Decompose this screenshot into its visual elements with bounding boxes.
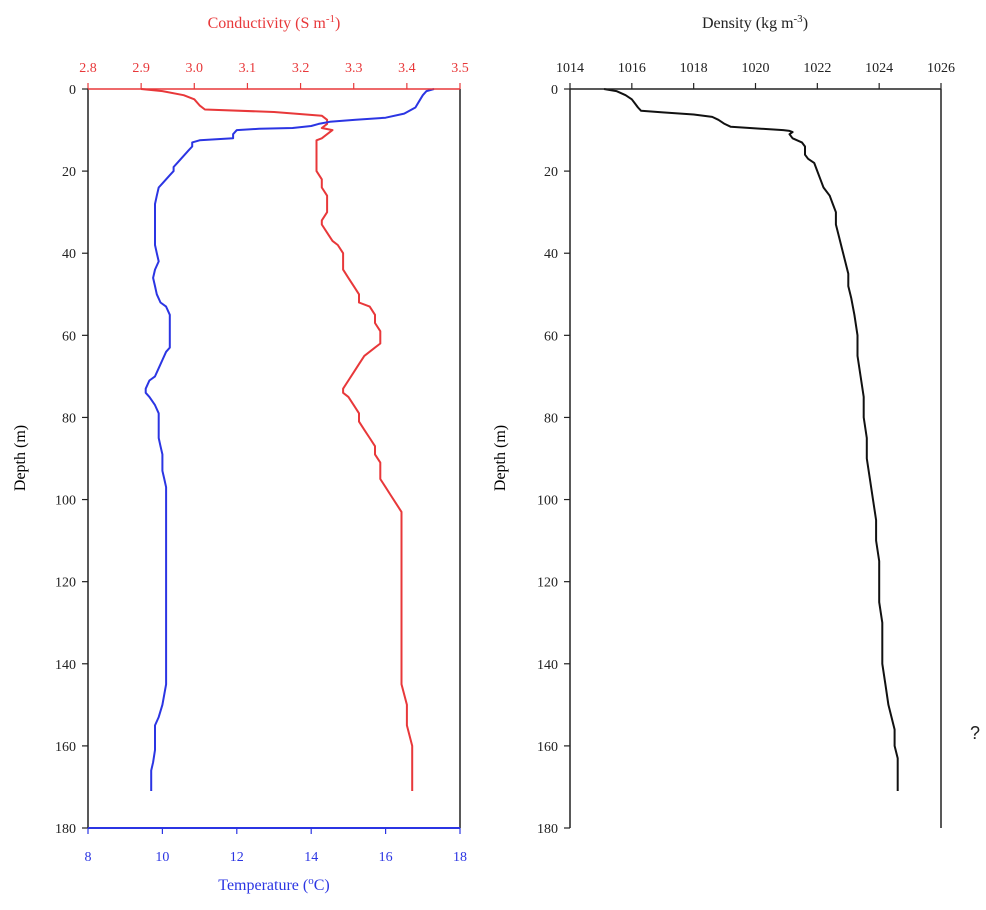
top-axis-tick-label: 1014 bbox=[556, 61, 584, 76]
depth-tick-label: 40 bbox=[544, 247, 558, 262]
stray-question-mark: ? bbox=[970, 723, 981, 743]
top-axis-tick-label: 1016 bbox=[618, 61, 646, 76]
depth-tick-label: 180 bbox=[537, 822, 558, 837]
right-depth-axis-title: Depth (m) bbox=[492, 425, 509, 491]
depth-tick-label: 0 bbox=[69, 83, 76, 98]
top-axis-tick-label: 1022 bbox=[803, 61, 831, 76]
depth-tick-label: 120 bbox=[537, 576, 558, 591]
density-profile-line bbox=[603, 88, 899, 791]
depth-tick-label: 160 bbox=[55, 740, 76, 755]
temperature-axis-ticks: 8 10 12 14 16 18 bbox=[85, 828, 467, 865]
depth-tick-label: 120 bbox=[55, 576, 76, 591]
top-axis-tick-label: 3.1 bbox=[239, 61, 257, 76]
left-depth-axis-ticks: 0 20 40 60 80 100 120 140 160 180 bbox=[55, 83, 88, 837]
depth-tick-label: 80 bbox=[544, 411, 558, 426]
top-axis-tick-label: 1026 bbox=[927, 61, 955, 76]
left-series-group bbox=[141, 88, 435, 791]
depth-tick-label: 140 bbox=[55, 658, 76, 673]
conductivity-profile-line bbox=[141, 88, 414, 791]
depth-tick-label: 80 bbox=[62, 411, 76, 426]
top-axis-tick-label: 3.5 bbox=[451, 61, 469, 76]
top-axis-tick-label: 1020 bbox=[742, 61, 770, 76]
left-depth-axis-title: Depth (m) bbox=[12, 425, 29, 491]
depth-tick-label: 60 bbox=[544, 329, 558, 344]
temperature-axis-title: Temperature (oC) bbox=[218, 875, 329, 894]
bottom-axis-tick-label: 16 bbox=[379, 850, 393, 865]
density-axis-ticks: 1014 1016 1018 1020 1022 1024 1026 bbox=[556, 61, 955, 89]
panel-conductivity-temperature: Conductivity (S m-1) 2.8 2.9 3.0 3.1 3.2 3.3 3… bbox=[12, 13, 469, 894]
bottom-axis-tick-label: 10 bbox=[155, 850, 169, 865]
top-axis-tick-label: 1018 bbox=[680, 61, 708, 76]
top-axis-tick-label: 2.8 bbox=[79, 61, 97, 76]
depth-tick-label: 180 bbox=[55, 822, 76, 837]
bottom-axis-tick-label: 12 bbox=[230, 850, 244, 865]
top-axis-tick-label: 3.4 bbox=[398, 61, 416, 76]
temperature-profile-line bbox=[144, 88, 435, 791]
top-axis-tick-label: 2.9 bbox=[132, 61, 150, 76]
bottom-axis-tick-label: 8 bbox=[85, 850, 92, 865]
top-axis-tick-label: 3.3 bbox=[345, 61, 363, 76]
depth-tick-label: 40 bbox=[62, 247, 76, 262]
right-series-group bbox=[603, 88, 899, 791]
panel-density: Density (kg m-3) 1014 1016 1018 1020 1022 102… bbox=[492, 13, 955, 837]
depth-tick-label: 20 bbox=[544, 165, 558, 180]
top-axis-tick-label: 3.2 bbox=[292, 61, 310, 76]
top-axis-tick-label: 3.0 bbox=[186, 61, 204, 76]
bottom-axis-tick-label: 14 bbox=[304, 850, 318, 865]
depth-tick-label: 140 bbox=[537, 658, 558, 673]
bottom-axis-tick-label: 18 bbox=[453, 850, 467, 865]
depth-tick-label: 0 bbox=[551, 83, 558, 98]
right-depth-axis-ticks: 0 20 40 60 80 100 120 140 160 180 bbox=[537, 83, 570, 837]
depth-tick-label: 20 bbox=[62, 165, 76, 180]
conductivity-axis-title: Conductivity (S m-1) bbox=[208, 13, 341, 32]
conductivity-axis-ticks: 2.8 2.9 3.0 3.1 3.2 3.3 3.4 3.5 bbox=[79, 61, 469, 89]
depth-tick-label: 100 bbox=[55, 494, 76, 509]
top-axis-tick-label: 1024 bbox=[865, 61, 893, 76]
depth-tick-label: 160 bbox=[537, 740, 558, 755]
density-axis-title: Density (kg m-3) bbox=[702, 13, 808, 32]
depth-tick-label: 100 bbox=[537, 494, 558, 509]
depth-tick-label: 60 bbox=[62, 329, 76, 344]
